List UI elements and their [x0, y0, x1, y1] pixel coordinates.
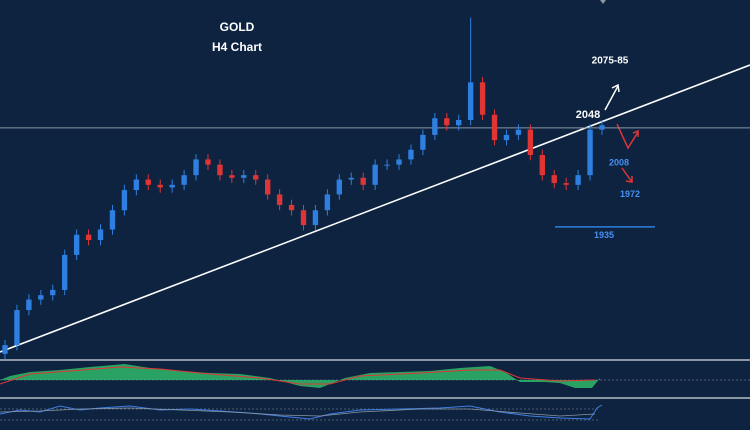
candle-body: [62, 254, 68, 290]
indicator-signal-line: [0, 366, 596, 385]
candle-body: [372, 164, 378, 185]
candle-body: [360, 177, 366, 185]
arrow-head: [632, 129, 639, 137]
scenario-level-label: 2008: [609, 157, 629, 167]
candle-body: [444, 118, 450, 126]
candle-body: [432, 118, 438, 135]
scroll-marker: [600, 0, 606, 4]
target-label: 2075-85: [592, 56, 629, 67]
candle-body: [384, 164, 390, 166]
candle-body: [217, 164, 223, 176]
candle-body: [26, 299, 32, 311]
candle-body: [479, 82, 486, 115]
candle-body: [467, 82, 474, 120]
candle-body: [396, 159, 402, 165]
candle-body: [50, 289, 56, 296]
candle-body: [85, 234, 92, 240]
candle-body: [121, 190, 128, 211]
candle-body: [288, 204, 295, 211]
chart-subtitle: H4 Chart: [212, 40, 262, 54]
arrow: [616, 123, 639, 150]
candle-body: [503, 134, 510, 141]
candle-body: [420, 134, 426, 150]
candle-body: [456, 120, 462, 126]
candle-body: [205, 159, 211, 165]
indicator-histogram: [0, 364, 600, 388]
candle-body: [181, 175, 187, 185]
candle-body: [587, 129, 593, 176]
candle-body: [2, 345, 8, 354]
candle-body: [300, 210, 307, 226]
candle-body: [551, 175, 557, 184]
candle-body: [157, 184, 163, 188]
candle-body: [241, 175, 247, 178]
candle-body: [527, 129, 534, 156]
candle-body: [491, 114, 498, 141]
trend-line: [0, 64, 750, 353]
candle-body: [599, 125, 605, 130]
candle-body: [97, 229, 104, 240]
candle-body: [109, 210, 116, 230]
candle-body: [336, 179, 343, 195]
candle-body: [324, 194, 331, 211]
candle-body: [312, 210, 319, 226]
candle-body: [276, 194, 283, 205]
candle-body: [563, 183, 569, 185]
candle-body: [264, 179, 271, 195]
candle-body: [73, 234, 80, 255]
candle-body: [575, 175, 581, 185]
candle-body: [169, 184, 175, 188]
candle-body: [348, 177, 354, 180]
candle-body: [253, 175, 259, 180]
candle-body: [408, 149, 414, 160]
arrow-head: [611, 83, 620, 93]
candle-body: [145, 179, 151, 185]
candle-body: [515, 129, 522, 135]
candle-body: [229, 175, 235, 178]
chart-title: GOLD: [220, 20, 255, 34]
arrow: [604, 85, 619, 111]
candle-body: [38, 295, 44, 300]
support-label: 1935: [594, 230, 614, 240]
oscillator-average: [0, 407, 596, 417]
candle-body: [14, 310, 20, 346]
candle-body: [193, 159, 199, 176]
scenario-level-label: 1972: [620, 189, 640, 199]
candle-body: [133, 179, 140, 191]
resistance-label: 2048: [576, 109, 600, 121]
candle-body: [539, 155, 545, 176]
arrow-head: [625, 176, 633, 183]
arrow: [621, 167, 633, 183]
